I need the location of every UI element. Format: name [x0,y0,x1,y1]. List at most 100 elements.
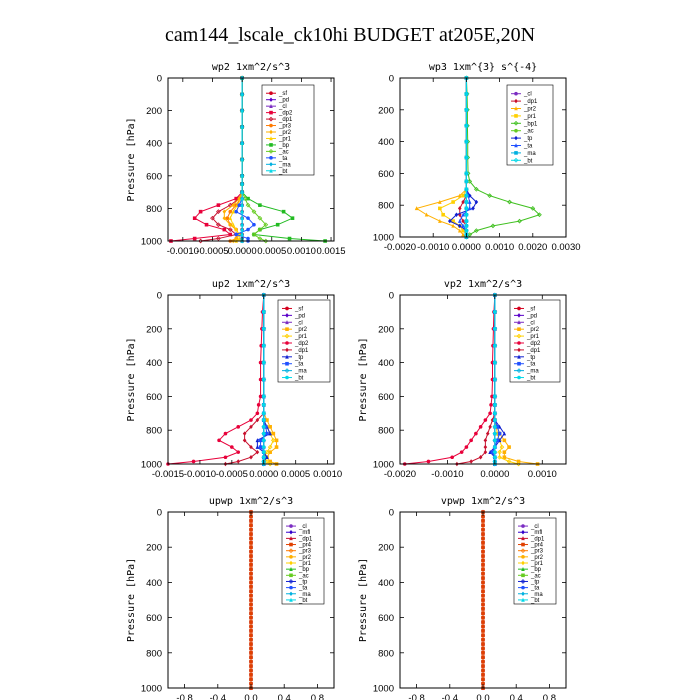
panels-group: wp2 1xm^2/s^3 Pressure [hPa] 0 200 400 600 800… [126,62,581,700]
data-point-tp [255,444,260,449]
legend-marker [516,368,522,374]
data-point-bp1 [487,193,493,199]
legend-entry: _tp [530,579,540,585]
data-point-dp2 [450,455,454,460]
data-point-dp1 [488,424,492,430]
data-point-bt [261,425,266,429]
data-point-ta [467,199,472,204]
x-tick-label: 0.4 [278,693,291,700]
panel-title: vp2 1xm^2/s^3 [444,279,522,290]
data-point-bp1 [537,212,542,218]
legend-marker [269,110,273,115]
data-point-pr1 [237,236,241,241]
data-point-dp1 [210,215,215,221]
data-point-bt [493,450,497,454]
legend-entry: _bt [523,158,533,164]
legend-marker [521,530,525,535]
y-axis-label: Pressure [hPa] [126,558,137,642]
plot-frame [399,294,567,465]
x-tick-label: 0.0020 [518,242,547,253]
data-point-dp2 [204,222,209,227]
series-line-dp1 [200,78,243,242]
legend-marker [517,327,521,331]
legend-entry: _bt [298,598,308,604]
y-tick-label: 800 [378,426,394,437]
legend-entry: _tp [526,355,536,361]
data-point-ta [467,206,472,211]
chart-panel-6: vpwp 1xm^2/s^3 Pressure [hPa] 0 200 400 600 80… [358,496,567,700]
data-point-dp2 [258,377,263,382]
data-point-pr4 [249,615,253,620]
data-point-dp1 [461,199,465,205]
y-tick-label: 800 [378,201,394,212]
legend-entry: _ta [294,362,304,368]
legend-entry: _pr2 [294,327,308,333]
x-tick-label: 0.0 [476,693,489,700]
y-tick-label: 200 [146,543,162,554]
data-point-pr2 [274,445,279,449]
data-point-dp2 [223,455,228,460]
data-point-pr4 [481,545,485,549]
legend-marker [514,128,518,133]
data-point-bt [464,206,469,211]
data-point-pr4 [481,633,485,637]
data-point-bt [240,141,244,145]
data-point-bp1 [467,178,473,184]
legend-entry: _ma [298,592,311,598]
data-point-ta [237,203,241,207]
data-point-bt [261,450,266,454]
y-tick-label: 200 [378,543,394,554]
data-point-pr4 [481,629,485,633]
data-point-pr4 [249,611,253,615]
data-point-dp1 [483,444,488,450]
data-point-pr2 [268,425,272,429]
legend-entry: _ta [530,586,540,592]
x-tick-label: -0.8 [176,693,192,700]
y-tick-label: 0 [389,291,394,302]
data-point-pr2 [451,223,455,228]
legend-entry: _dp1 [294,348,309,354]
legend-entry: _dp2 [526,341,541,347]
legend: _sf_pd_cl_pr2_pr1_dp2_dp1_tp_ta_ma_bt [509,299,561,383]
data-point-pr4 [481,571,485,576]
data-point-dp1 [242,438,247,443]
data-point-ac [245,202,251,208]
data-point-dp1 [236,459,241,464]
data-point-bt [240,181,244,186]
legend-marker [517,313,521,318]
plot-area [169,75,327,244]
legend: _cl_dp1 _pr2_pr1_bp1 _ac_tp _ta_ma_bt [506,84,554,166]
data-point-pr1 [270,437,276,443]
data-point-dp1 [227,227,233,232]
data-point-ta [258,438,263,443]
legend-marker [289,536,293,541]
legend-entry: _dp2 [278,111,293,117]
legend-marker [269,123,273,128]
data-point-dp2 [489,403,493,407]
data-point-bt [240,227,244,232]
data-point-pr4 [249,576,253,580]
legend-marker [289,524,293,528]
y-tick-label: 600 [378,392,394,403]
x-tick-label: 0.0010 [528,469,557,480]
y-tick-label: 600 [146,171,162,182]
data-point-pr2 [502,455,507,460]
data-point-pr4 [249,651,253,655]
data-point-pr4 [249,593,253,598]
data-point-pr2 [516,459,521,464]
legend-entry: _bp [530,567,542,573]
legend-entry: _ac [278,149,289,155]
data-point-dp2 [464,445,469,449]
data-point-dp1 [216,222,221,228]
y-tick-label: 0 [157,291,162,302]
data-point-dp1 [249,455,253,460]
x-tick-label: 0.0030 [551,242,580,253]
legend-entry: _ac [523,129,534,135]
y-tick-label: 800 [378,648,394,659]
legend-marker [513,157,519,163]
data-point-pr2 [231,202,236,208]
legend-marker [285,320,289,325]
data-point-pr2 [222,215,227,221]
legend-marker [289,542,293,547]
